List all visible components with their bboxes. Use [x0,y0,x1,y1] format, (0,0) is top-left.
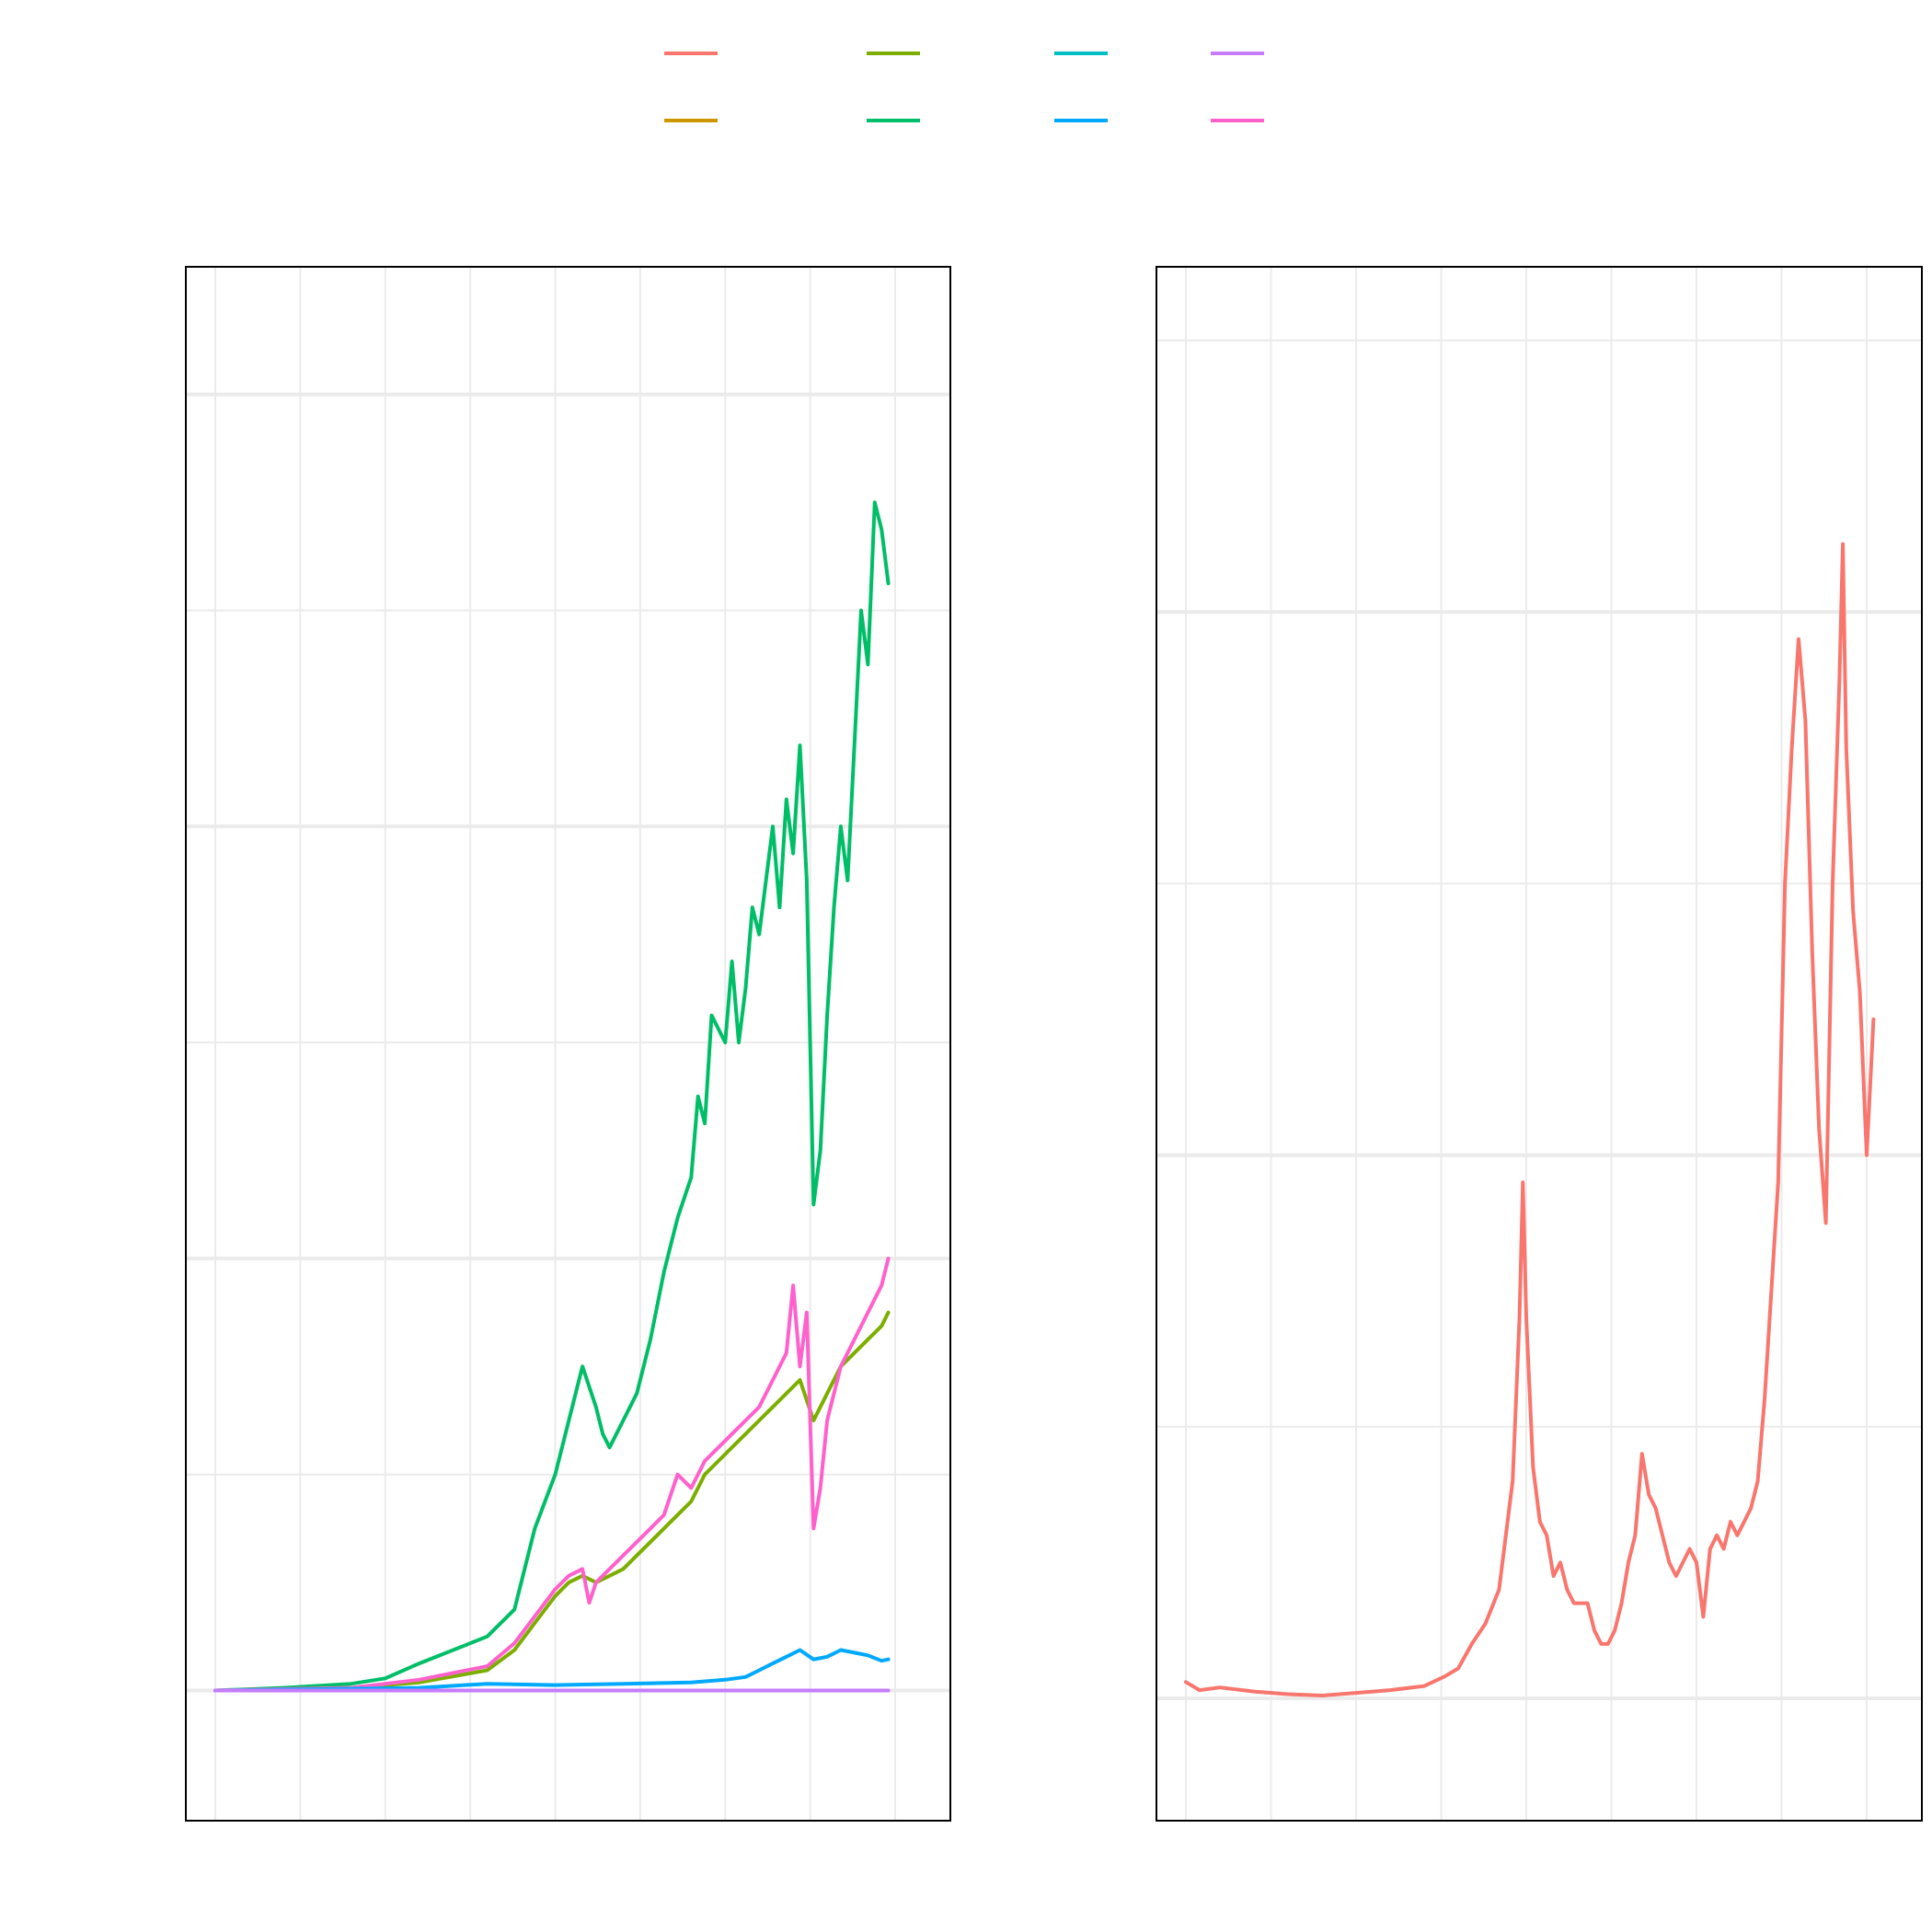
gridlines [1156,267,1922,1821]
panel-right [1156,266,1923,1822]
series-line-1 [1184,542,1876,1697]
gridlines [186,267,950,1821]
series-group [1184,542,1876,1697]
series-line-4 [213,1648,891,1693]
panel-left [185,266,951,1822]
series-line-1 [213,500,891,1693]
series-line-2 [213,1310,891,1693]
panel-border [1156,266,1923,1822]
panel-border [185,266,951,1822]
series-group [213,500,891,1693]
series-line-3 [213,1256,891,1693]
legend [664,52,1264,122]
